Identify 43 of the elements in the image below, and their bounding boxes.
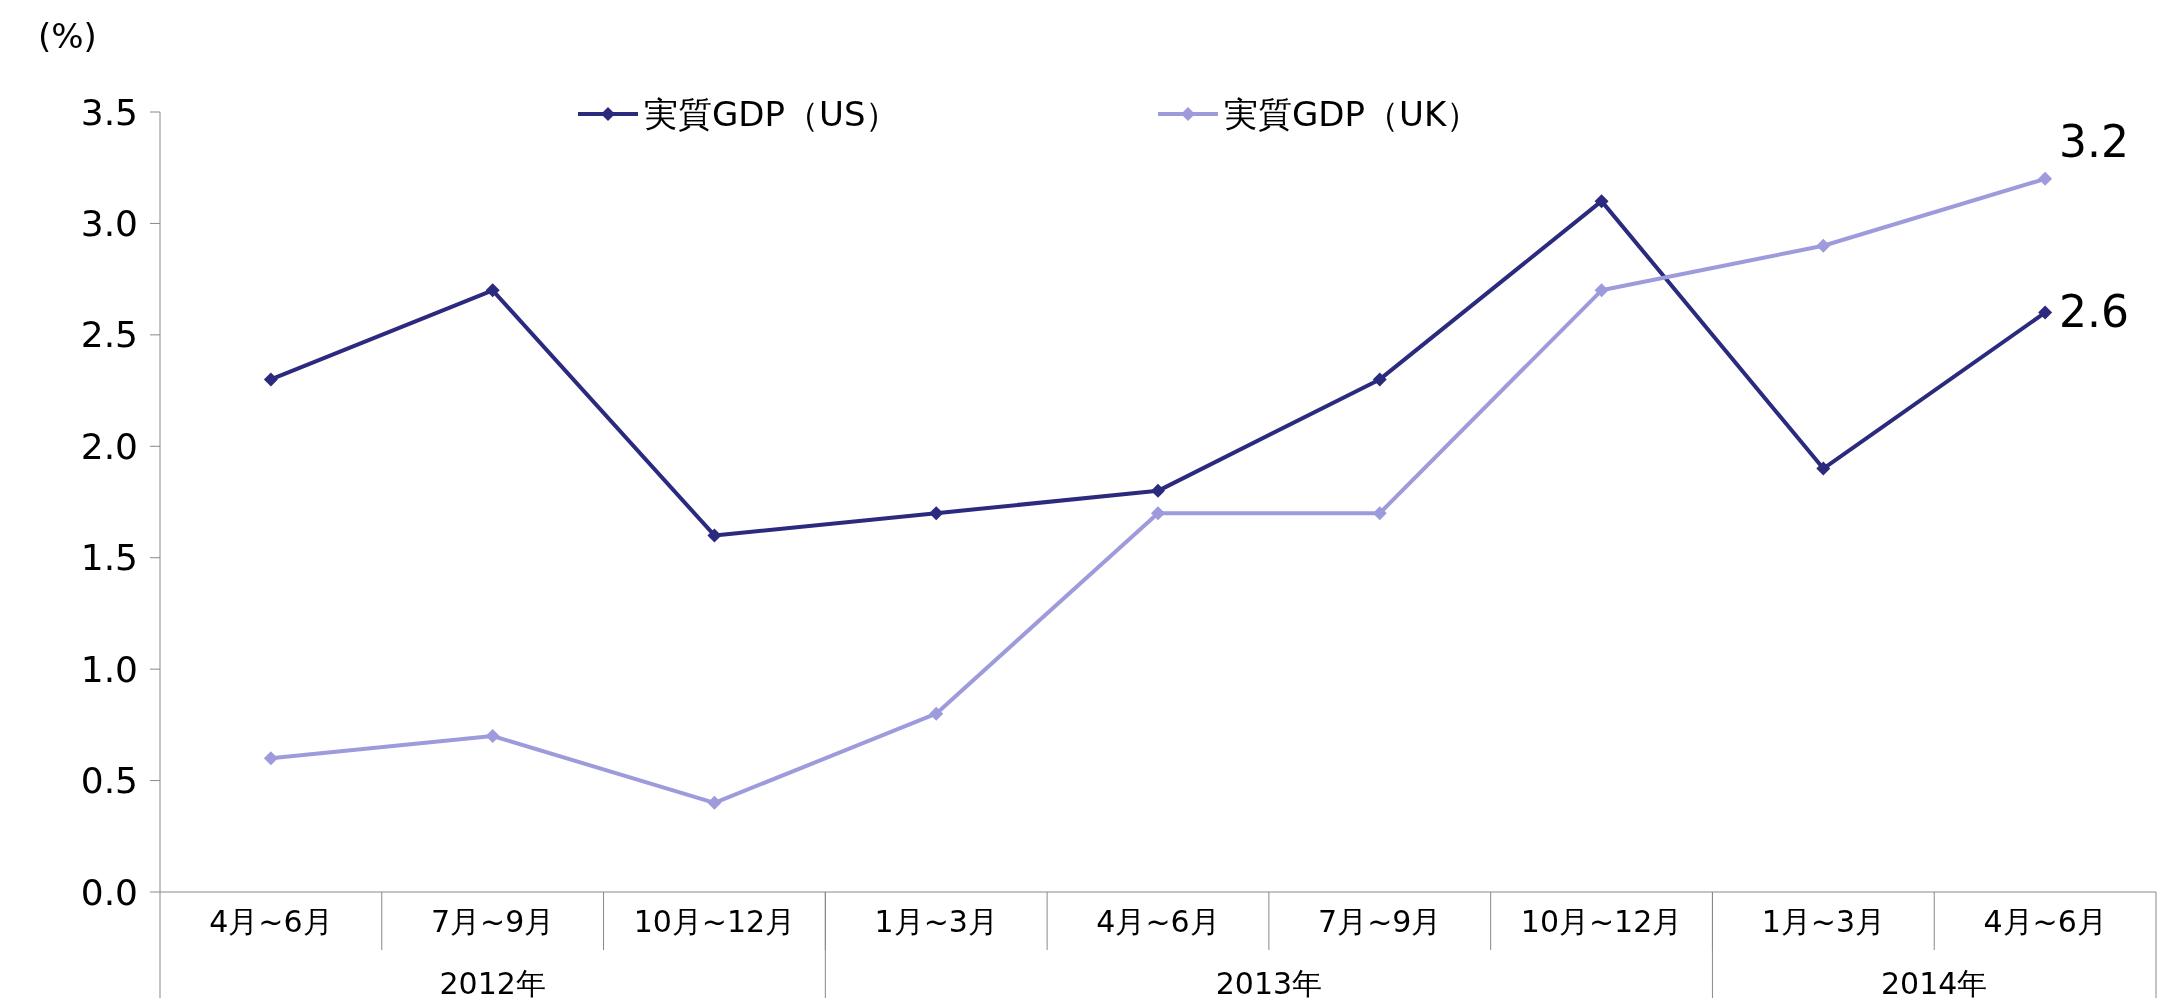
point — [2038, 171, 2053, 186]
data-label: 2.6 — [2059, 285, 2130, 337]
y-tick-label: 3.5 — [80, 91, 138, 133]
point — [1372, 372, 1387, 387]
point — [929, 506, 944, 521]
point — [707, 528, 722, 543]
point — [707, 795, 722, 810]
y-axis-title: (%) — [38, 16, 97, 56]
point — [1372, 506, 1387, 521]
y-tick-label: 1.5 — [80, 537, 138, 579]
text: 2013年 — [1215, 966, 1323, 1001]
x-tick-label: 4月~6月 — [1096, 904, 1220, 939]
point — [263, 751, 278, 766]
point — [2038, 305, 2053, 320]
x-tick-label: 10月~12月 — [633, 904, 796, 939]
y-tick-label: 2.5 — [80, 314, 138, 356]
x-tick-label: 7月~9月 — [431, 904, 555, 939]
text: 2012年 — [439, 966, 546, 1001]
point — [1151, 506, 1165, 521]
x-tick-label: 4月~6月 — [1983, 904, 2107, 939]
point — [929, 706, 944, 721]
legend-label: 実質GDP（US） — [644, 93, 900, 134]
point — [485, 283, 500, 298]
point — [1816, 238, 1831, 253]
y-tick-label: 0.5 — [80, 760, 138, 802]
data-label: 3.2 — [2059, 115, 2130, 167]
point — [1816, 461, 1831, 476]
point — [1594, 194, 1609, 209]
x-tick-label: 10月~12月 — [1520, 904, 1683, 939]
text: 2014年 — [1881, 966, 1988, 1001]
point — [485, 729, 500, 743]
y-tick-label: 3.0 — [80, 203, 138, 245]
y-tick-label: 1.0 — [80, 648, 138, 690]
legend-label: 実質GDP（UK） — [1224, 93, 1481, 134]
y-tick-label: 2.0 — [80, 425, 138, 467]
x-tick-label: 4月~6月 — [209, 904, 333, 939]
x-tick-label: 1月~3月 — [1761, 904, 1885, 939]
x-tick-label: 1月~3月 — [874, 904, 998, 939]
y-tick-label: 0.0 — [80, 871, 138, 913]
point — [1151, 483, 1165, 498]
point — [263, 372, 278, 387]
point — [1594, 283, 1609, 298]
x-tick-label: 7月~9月 — [1318, 904, 1442, 939]
